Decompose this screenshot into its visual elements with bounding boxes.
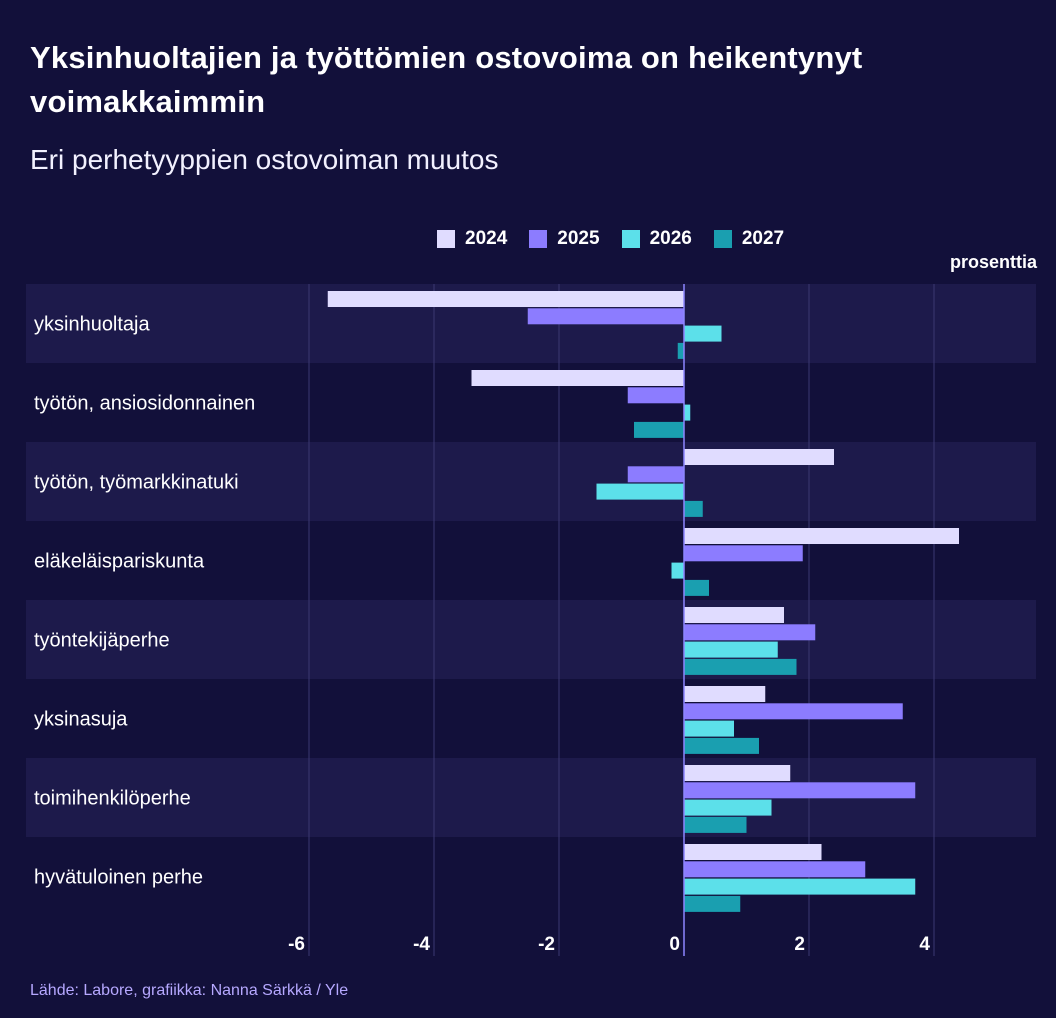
bar-2026-8 [684,878,916,895]
category-band [26,600,1036,679]
bar-2025-4 [684,545,803,562]
source-note: Lähde: Labore, grafiikka: Nanna Särkkä /… [30,982,349,999]
bar-2024-6 [684,686,766,702]
bar-2026-1 [684,325,722,342]
category-label: hyvätuloinen perhe [34,867,203,889]
legend-swatch-2024 [437,230,455,248]
bar-2026-3 [596,483,684,500]
bar-2027-7 [684,816,747,833]
legend-label-2026: 2026 [649,228,692,249]
bar-2024-7 [684,765,791,781]
legend-item-2027: 2027 [713,228,785,250]
bar-2025-6 [684,703,903,720]
category-label: eläkeläispariskunta [34,551,205,573]
bar-2027-2 [634,421,684,438]
category-label: työtön, ansiosidonnainen [34,393,255,415]
bar-2027-4 [684,579,709,596]
bar-2025-2 [627,387,684,404]
bar-2025-7 [684,782,916,799]
category-label: työtön, työmarkkinatuki [34,472,239,494]
legend-label-2024: 2024 [465,228,508,249]
bar-2026-7 [684,799,772,816]
bar-2026-5 [684,641,778,658]
legend-label-2025: 2025 [557,228,600,249]
x-tick-label: 4 [919,934,930,955]
legend-label-2027: 2027 [741,228,785,249]
bar-2027-6 [684,737,759,754]
bar-2024-4 [684,528,959,544]
legend-item-2024: 2024 [437,228,507,250]
bar-2027-8 [684,895,741,912]
x-tick-label: -4 [413,934,430,955]
bar-2026-6 [684,720,734,737]
bar-2027-3 [684,500,703,517]
bar-2027-5 [684,658,797,675]
bar-2026-2 [684,404,691,421]
category-label: toimihenkilöperhe [34,788,191,810]
chart-subtitle: Eri perhetyyppien ostovoiman muutos [30,144,499,175]
bar-2024-8 [684,844,822,860]
bar-2024-1 [327,291,684,307]
legend-swatch-2027 [713,230,732,248]
bar-2024-3 [684,449,834,465]
legend-item-2026: 2026 [621,228,692,250]
bar-2025-1 [527,308,684,325]
bar-2025-8 [684,861,866,878]
x-tick-label: 0 [669,934,680,955]
chart-title: Yksinhuoltajien ja työttömien ostovoima … [30,40,863,119]
unit-label: prosenttia [949,252,1037,272]
bar-2026-4 [671,562,684,579]
x-tick-label: -6 [288,934,305,955]
bar-2024-2 [471,370,684,386]
category-label: yksinasuja [34,709,128,731]
category-label: yksinhuoltaja [34,314,151,336]
legend-swatch-2026 [621,230,640,248]
legend-item-2025: 2025 [529,228,600,250]
legend: 2024 2025 2026 2027 [437,226,806,252]
legend-swatch-2025 [529,230,548,248]
bar-2025-3 [627,466,684,483]
bar-2027-1 [677,342,684,359]
bar-2024-5 [684,607,784,623]
category-band [26,442,1036,521]
x-tick-label: 2 [794,934,805,955]
bar-2025-5 [684,624,816,641]
x-tick-label: -2 [538,934,555,955]
category-label: työntekijäperhe [34,630,170,652]
